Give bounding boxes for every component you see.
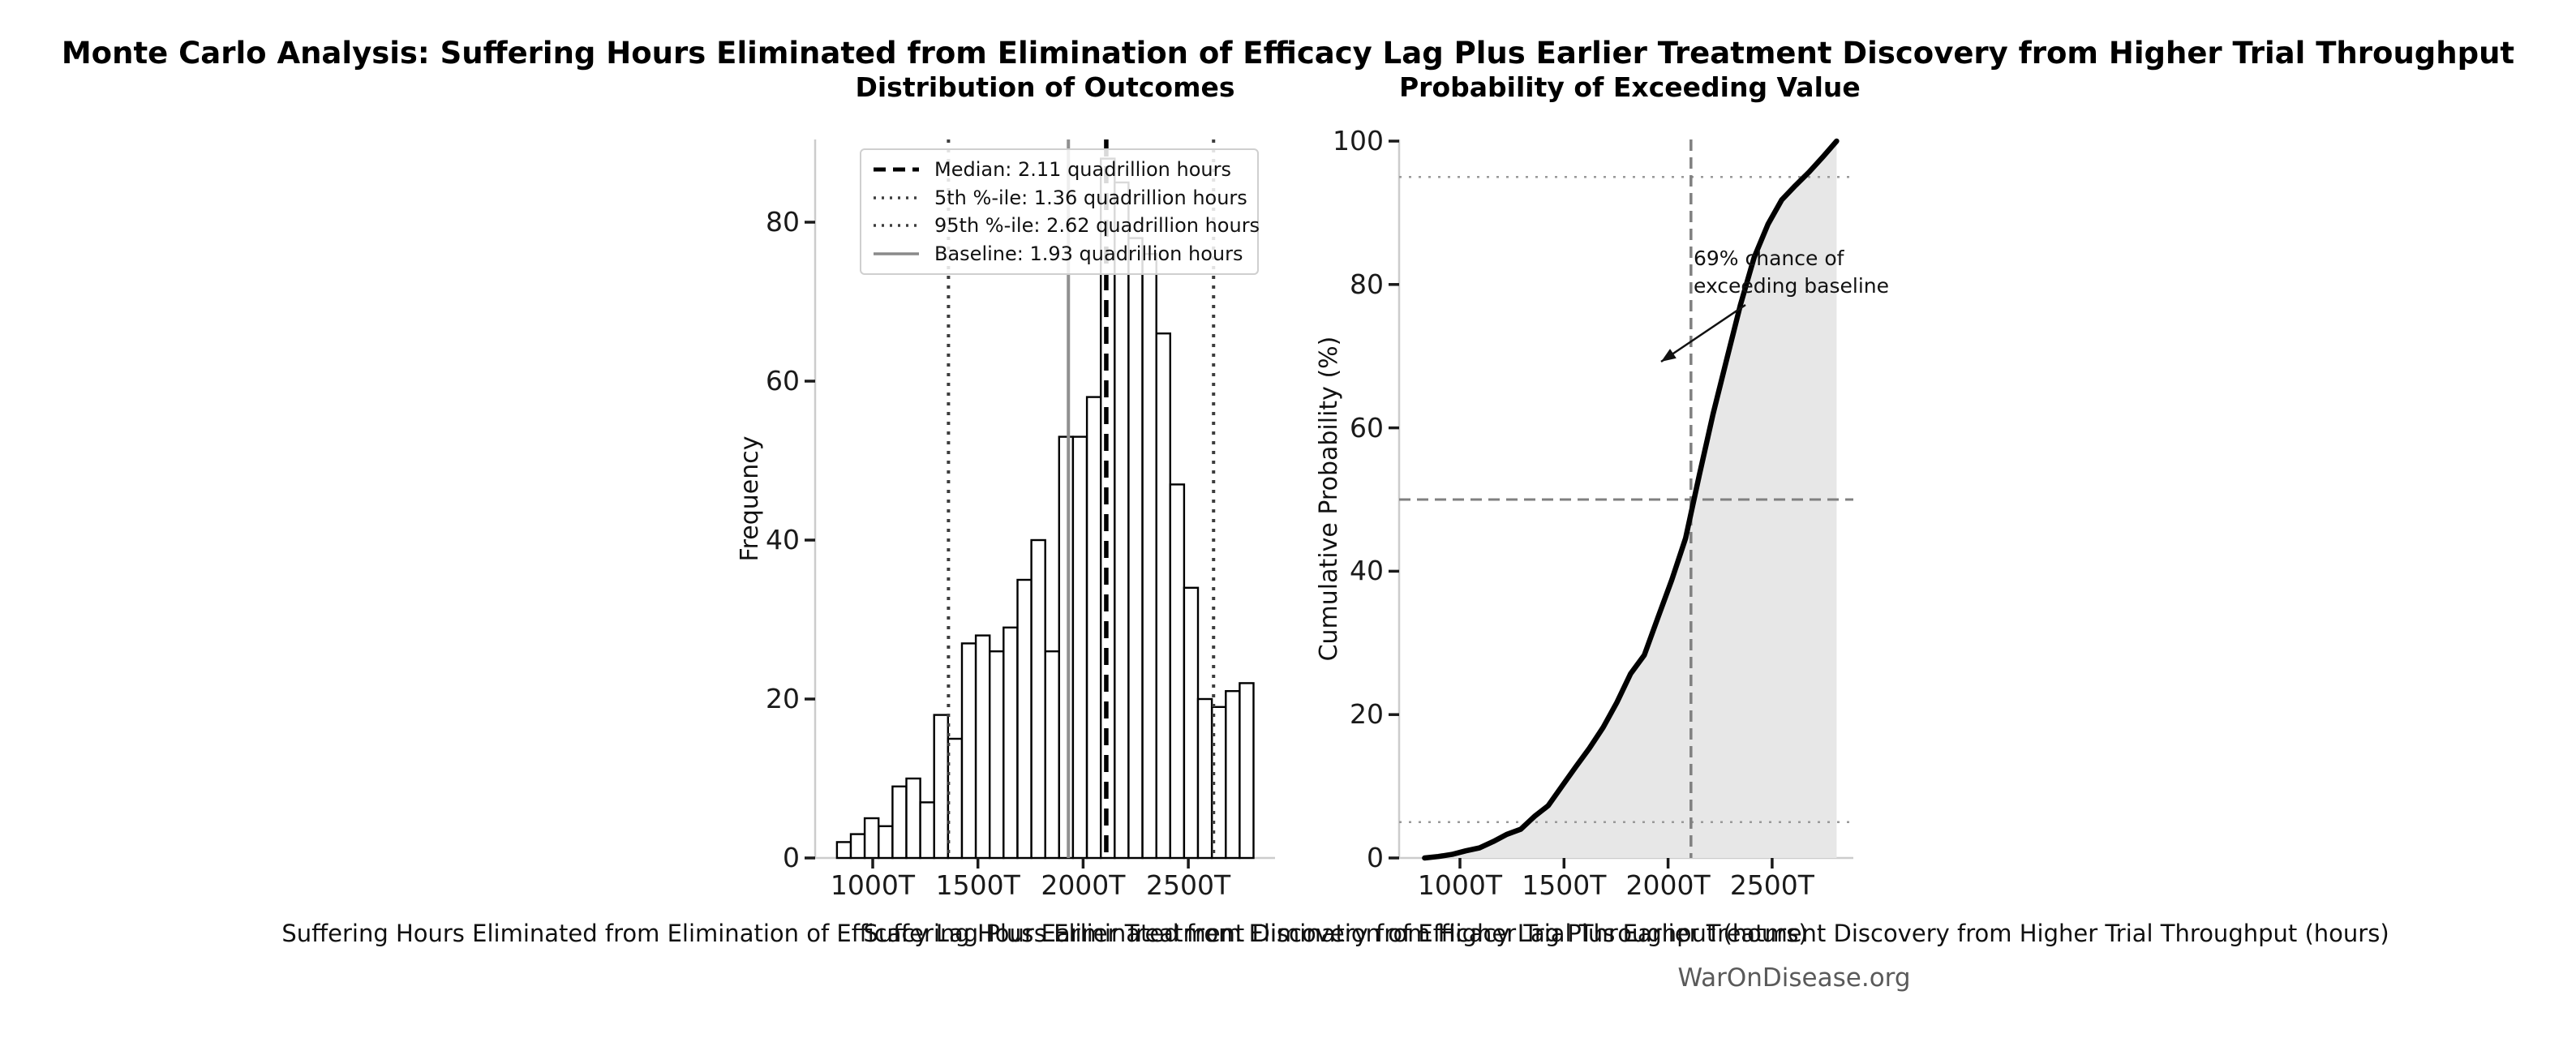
histogram-bar — [1239, 682, 1255, 860]
histogram-bar — [1058, 435, 1075, 860]
annotation-arrow-line — [1660, 303, 1746, 363]
right-x-tick-label: 2500T — [1729, 869, 1814, 901]
right-plot-title: Probability of Exceeding Value — [1399, 71, 1861, 103]
left-x-axis-label: Suffering Hours Eliminated from Eliminat… — [281, 920, 1808, 947]
legend-row-p5: 5th %-ile: 1.36 quadrillion hours — [871, 187, 1247, 209]
left-plot-title: Distribution of Outcomes — [855, 71, 1235, 103]
histogram-bar — [1127, 237, 1144, 860]
p95-dotted-line-key-icon — [874, 224, 919, 227]
right-x-tick-label: 2000T — [1625, 869, 1711, 901]
histogram-bar — [1071, 435, 1088, 860]
annotation-line-1: 69% chance of — [1694, 247, 1844, 270]
histogram-bar — [919, 801, 935, 860]
left-x-tick-label: 1000T — [830, 869, 916, 901]
histogram-bar — [960, 642, 977, 860]
left-y-tick-label: 0 — [783, 842, 800, 873]
right-y-axis-label: Cumulative Probability (%) — [1315, 336, 1343, 662]
legend-row-p95: 95th %-ile: 2.62 quadrillion hours — [871, 214, 1260, 237]
left-x-tick-label: 2500T — [1146, 869, 1231, 901]
watermark: WarOnDisease.org — [1677, 963, 1911, 993]
baseline-solid-line-key-icon — [874, 251, 919, 255]
legend-row-median: Median: 2.11 quadrillion hours — [871, 158, 1247, 181]
legend-box: Median: 2.11 quadrillion hours 5th %-ile… — [860, 148, 1260, 275]
histogram-bar — [1210, 706, 1227, 860]
annotation-arrowhead-icon — [1661, 349, 1677, 362]
right-y-tick-label: 0 — [1367, 842, 1384, 873]
histogram-bar — [1196, 697, 1213, 860]
legend-label-p5: 5th %-ile: 1.36 quadrillion hours — [934, 186, 1247, 209]
histogram-bar — [1169, 483, 1186, 860]
exceed-baseline-annotation: 69% chance of exceeding baseline — [1694, 245, 1889, 300]
right-y-tick-label: 40 — [1350, 555, 1384, 587]
histogram-bar — [1016, 578, 1033, 860]
right-y-tick-label: 60 — [1350, 411, 1384, 444]
right-y-tick-label: 100 — [1333, 125, 1384, 157]
histogram-bar — [933, 714, 949, 860]
histogram-bar — [1155, 332, 1171, 860]
histogram-bar — [849, 833, 866, 860]
left-y-tick-label: 40 — [766, 524, 800, 555]
p5-dotted-line-key-icon — [874, 196, 919, 199]
histogram-bar — [974, 634, 991, 860]
legend-label-p95: 95th %-ile: 2.62 quadrillion hours — [934, 214, 1260, 238]
histogram-bar — [905, 777, 921, 860]
right-y-tick-label: 80 — [1350, 268, 1384, 300]
histogram-bar — [1225, 690, 1241, 860]
histogram-bar — [1141, 253, 1157, 860]
left-y-tick-label: 60 — [766, 365, 800, 397]
annotation-line-2: exceeding baseline — [1694, 274, 1889, 298]
histogram-bar — [1114, 181, 1130, 860]
right-x-axis-label: Suffering Hours Eliminated from Eliminat… — [863, 920, 2389, 947]
histogram-bar — [1030, 538, 1046, 860]
left-y-tick-label: 20 — [766, 683, 800, 714]
histogram-bar — [1085, 396, 1102, 860]
left-x-tick-label: 1500T — [935, 869, 1020, 901]
histogram-bar — [878, 825, 894, 860]
right-x-tick-label: 1500T — [1522, 869, 1607, 901]
histogram-bar — [988, 650, 1005, 860]
histogram-bar — [835, 841, 852, 860]
histogram-bar — [863, 817, 880, 860]
right-x-tick-label: 1000T — [1417, 869, 1503, 901]
histogram-bar — [1002, 626, 1019, 860]
left-x-tick-label: 2000T — [1041, 869, 1126, 901]
histogram-bar — [891, 785, 908, 860]
legend-label-baseline: Baseline: 1.93 quadrillion hours — [934, 242, 1243, 265]
right-y-tick-label: 20 — [1350, 698, 1384, 731]
histogram-bar — [1044, 650, 1060, 860]
histogram-bar — [1183, 586, 1200, 860]
legend-row-baseline: Baseline: 1.93 quadrillion hours — [871, 242, 1247, 265]
legend-label-median: Median: 2.11 quadrillion hours — [934, 158, 1231, 182]
left-y-tick-label: 80 — [766, 206, 800, 238]
median-dashed-line-key-icon — [874, 167, 919, 172]
histogram-bar — [947, 737, 964, 860]
figure-title: Monte Carlo Analysis: Suffering Hours El… — [61, 36, 2515, 71]
